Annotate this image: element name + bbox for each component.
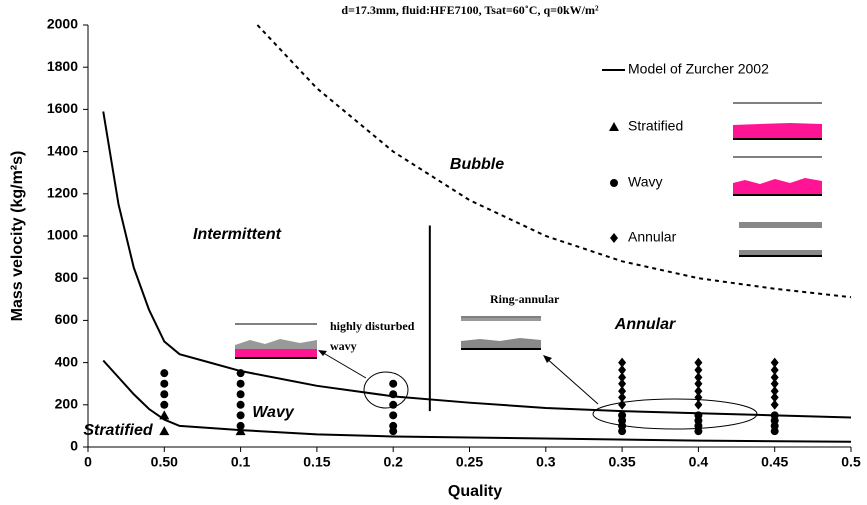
data-point	[694, 427, 702, 435]
annotation: wavy	[330, 339, 357, 353]
annotation: Annular	[614, 316, 676, 333]
data-point	[771, 400, 779, 410]
data-point	[771, 427, 779, 435]
x-tick-label: 0.2	[383, 454, 403, 470]
data-point	[389, 411, 397, 419]
y-tick-label: 1400	[47, 142, 78, 158]
y-tick-label: 2000	[47, 16, 78, 32]
data-point	[389, 401, 397, 409]
data-point	[160, 369, 168, 377]
data-point	[237, 380, 245, 388]
annotation: Ring-annular	[490, 292, 560, 306]
legend-label: Annular	[628, 229, 677, 245]
x-tick-label: 0.3	[536, 454, 556, 470]
data-point	[159, 426, 169, 435]
annotation: highly disturbed	[330, 319, 415, 333]
data-point	[237, 390, 245, 398]
data-point	[160, 390, 168, 398]
annotation: Stratified	[83, 422, 154, 439]
y-tick-label: 600	[55, 311, 79, 327]
data-point	[389, 390, 397, 398]
data-point	[160, 401, 168, 409]
data-point	[389, 427, 397, 435]
legend-label: Model of Zurcher 2002	[628, 61, 769, 77]
x-tick-label: 0.45	[761, 454, 788, 470]
x-tick-label: 0.5	[841, 454, 861, 470]
y-tick-label: 400	[55, 353, 79, 369]
annotation: Bubble	[450, 156, 504, 173]
x-tick-label: 0.15	[303, 454, 330, 470]
x-tick-label: 0.1	[231, 454, 251, 470]
x-tick-label: 0.35	[608, 454, 635, 470]
y-tick-label: 1600	[47, 100, 78, 116]
chart: d=17.3mm, fluid:HFE7100, Tsat=60˚C, q=0k…	[0, 0, 867, 505]
data-point	[694, 400, 702, 410]
data-point	[160, 380, 168, 388]
data-point	[237, 411, 245, 419]
x-tick-label: 0	[84, 454, 92, 470]
legend-label: Stratified	[628, 118, 683, 134]
y-tick-label: 0	[70, 438, 78, 454]
data-point	[618, 427, 626, 435]
legend-swatch	[609, 122, 619, 131]
data-point	[159, 410, 169, 419]
y-tick-label: 1200	[47, 185, 78, 201]
data-point	[237, 401, 245, 409]
x-axis-title: Quality	[448, 483, 502, 500]
y-axis-title: Mass velocity (kg/m²s)	[9, 151, 26, 322]
legend-swatch	[610, 233, 618, 243]
y-tick-label: 800	[55, 269, 79, 285]
y-tick-label: 1800	[47, 58, 78, 74]
x-tick-label: 0.25	[456, 454, 483, 470]
data-point	[237, 422, 245, 430]
legend-swatch	[610, 179, 618, 187]
annotation: Intermittent	[193, 226, 282, 243]
data-point	[389, 380, 397, 388]
data-point	[618, 400, 626, 410]
y-tick-label: 1000	[47, 227, 78, 243]
x-tick-label: 0.4	[689, 454, 709, 470]
chart-title: d=17.3mm, fluid:HFE7100, Tsat=60˚C, q=0k…	[341, 3, 599, 17]
annotation: Wavy	[252, 404, 295, 421]
x-tick-label: 0.50	[151, 454, 178, 470]
model-line	[103, 360, 851, 441]
icons	[235, 103, 822, 429]
y-tick-label: 200	[55, 396, 79, 412]
data-point	[237, 369, 245, 377]
legend-label: Wavy	[628, 174, 662, 190]
